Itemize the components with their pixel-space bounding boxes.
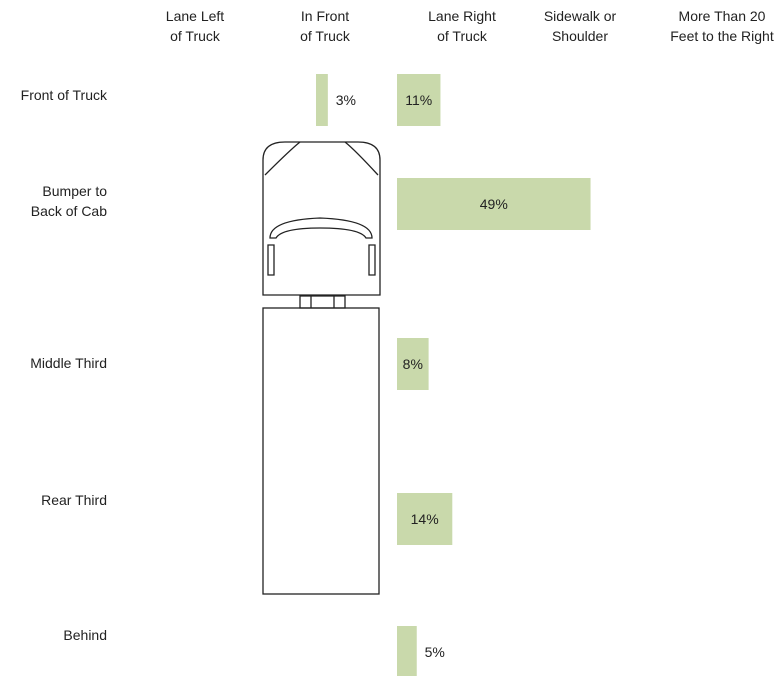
bar (397, 74, 441, 126)
bar (397, 338, 429, 390)
column-header: In Front of Truck (300, 8, 351, 44)
bar (316, 74, 328, 126)
value-label: 5% (425, 644, 445, 660)
row-label: Middle Third (30, 355, 107, 371)
value-label: 11% (405, 92, 432, 108)
row-label: Front of Truck (21, 87, 108, 103)
column-header: Sidewalk or Shoulder (544, 8, 617, 44)
row-label: Bumper to Back of Cab (31, 183, 107, 219)
column-header: More Than 20 Feet to the Right (670, 8, 774, 44)
column-header: Lane Right of Truck (428, 8, 496, 44)
row-label: Behind (63, 627, 107, 643)
bar (397, 493, 453, 545)
bar (397, 178, 591, 230)
value-label: 49% (480, 196, 508, 212)
value-label: 3% (336, 92, 356, 108)
bar (397, 626, 417, 676)
truck (262, 141, 381, 595)
row-label: Rear Third (41, 492, 107, 508)
value-label: 14% (411, 511, 439, 527)
column-header: Lane Left of Truck (166, 8, 224, 44)
value-label: 8% (403, 356, 423, 372)
